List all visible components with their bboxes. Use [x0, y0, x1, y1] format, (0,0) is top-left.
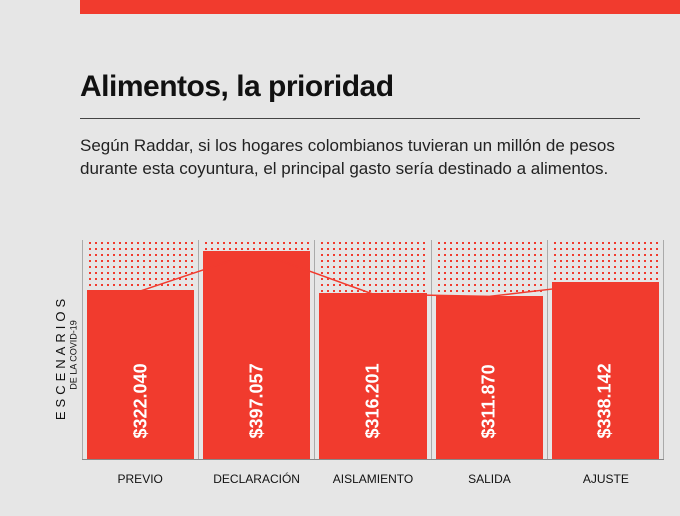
bar-cell: $338.142	[547, 240, 664, 459]
bar: $322.040	[87, 290, 194, 459]
divider	[80, 118, 640, 119]
bars-container: $322.040 $397.057 $316.201 $311.870 $338.142	[82, 240, 664, 459]
plot-area: $322.040 $397.057 $316.201 $311.870 $338.142	[82, 240, 664, 460]
x-axis-label: AISLAMIENTO	[315, 460, 431, 500]
bar: $316.201	[319, 293, 426, 459]
page-title: Alimentos, la prioridad	[80, 70, 640, 104]
y-axis-label: ESCENARIOS	[53, 295, 68, 420]
x-axis-label: PREVIO	[82, 460, 198, 500]
bar-pattern	[87, 240, 194, 291]
x-axis-labels: PREVIODECLARACIÓNAISLAMIENTOSALIDAAJUSTE	[82, 460, 664, 500]
bar-value-label: $397.057	[246, 363, 267, 438]
bar-pattern	[319, 240, 426, 294]
bar: $397.057	[203, 251, 310, 459]
chart: ESCENARIOS DE LA COVID-19 $322.040 $397.0…	[34, 240, 664, 500]
bar-value-label: $338.142	[595, 363, 616, 438]
x-axis-label: AJUSTE	[548, 460, 664, 500]
bar-cell: $316.201	[314, 240, 430, 459]
y-axis-sublabel: DE LA COVID-19	[69, 320, 79, 390]
x-axis-label: DECLARACIÓN	[198, 460, 314, 500]
x-axis-label: SALIDA	[431, 460, 547, 500]
header-block: Alimentos, la prioridad Según Raddar, si…	[80, 70, 640, 181]
bar: $311.870	[436, 296, 543, 459]
bar-cell: $397.057	[198, 240, 314, 459]
bar-cell: $311.870	[431, 240, 547, 459]
y-axis-label-group: ESCENARIOS DE LA COVID-19	[34, 240, 74, 460]
bar-value-label: $316.201	[363, 363, 384, 438]
page-subtitle: Según Raddar, si los hogares colombianos…	[80, 135, 640, 181]
bar-value-label: $311.870	[479, 364, 500, 438]
bar-pattern	[552, 240, 659, 283]
bar-cell: $322.040	[82, 240, 198, 459]
accent-bar	[80, 0, 680, 14]
bar-pattern	[436, 240, 543, 297]
bar: $338.142	[552, 282, 659, 459]
bar-value-label: $322.040	[130, 363, 151, 438]
